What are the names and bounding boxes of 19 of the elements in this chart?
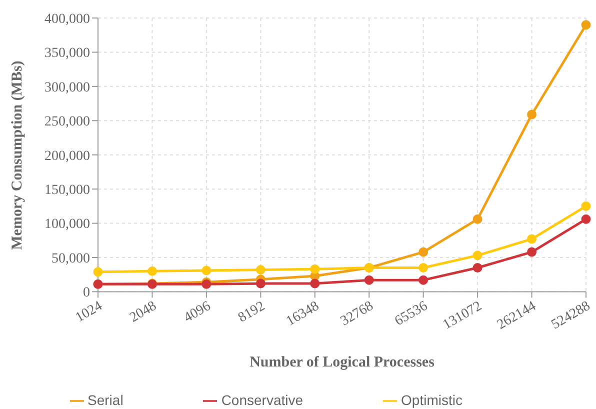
y-tick-label: 250,000 — [44, 114, 90, 130]
legend-label: Conservative — [221, 392, 304, 408]
x-tick-label: 8192 — [236, 298, 268, 326]
y-tick-label: 50,000 — [52, 251, 90, 266]
y-tick-label: 300,000 — [44, 80, 90, 96]
x-tick-label: 2048 — [127, 298, 160, 326]
y-tick-label: 100,000 — [44, 217, 90, 232]
y-axis-title: Memory Consumption (MBs) — [9, 60, 26, 250]
y-tick-label: 150,000 — [44, 183, 90, 198]
legend-label: Serial — [88, 392, 124, 408]
x-axis-title: Number of Logical Processes — [250, 354, 435, 371]
y-tick-label: 0 — [83, 286, 90, 301]
y-tick-label: 350,000 — [44, 46, 90, 62]
y-tick-label: 400,000 — [44, 12, 90, 27]
x-tick-label: 65536 — [392, 298, 430, 330]
x-tick-label: 4096 — [182, 298, 214, 326]
y-tick-label: 200,000 — [44, 148, 90, 164]
x-tick-label: 1024 — [73, 298, 105, 326]
legend-label: Optimistic — [401, 392, 462, 408]
